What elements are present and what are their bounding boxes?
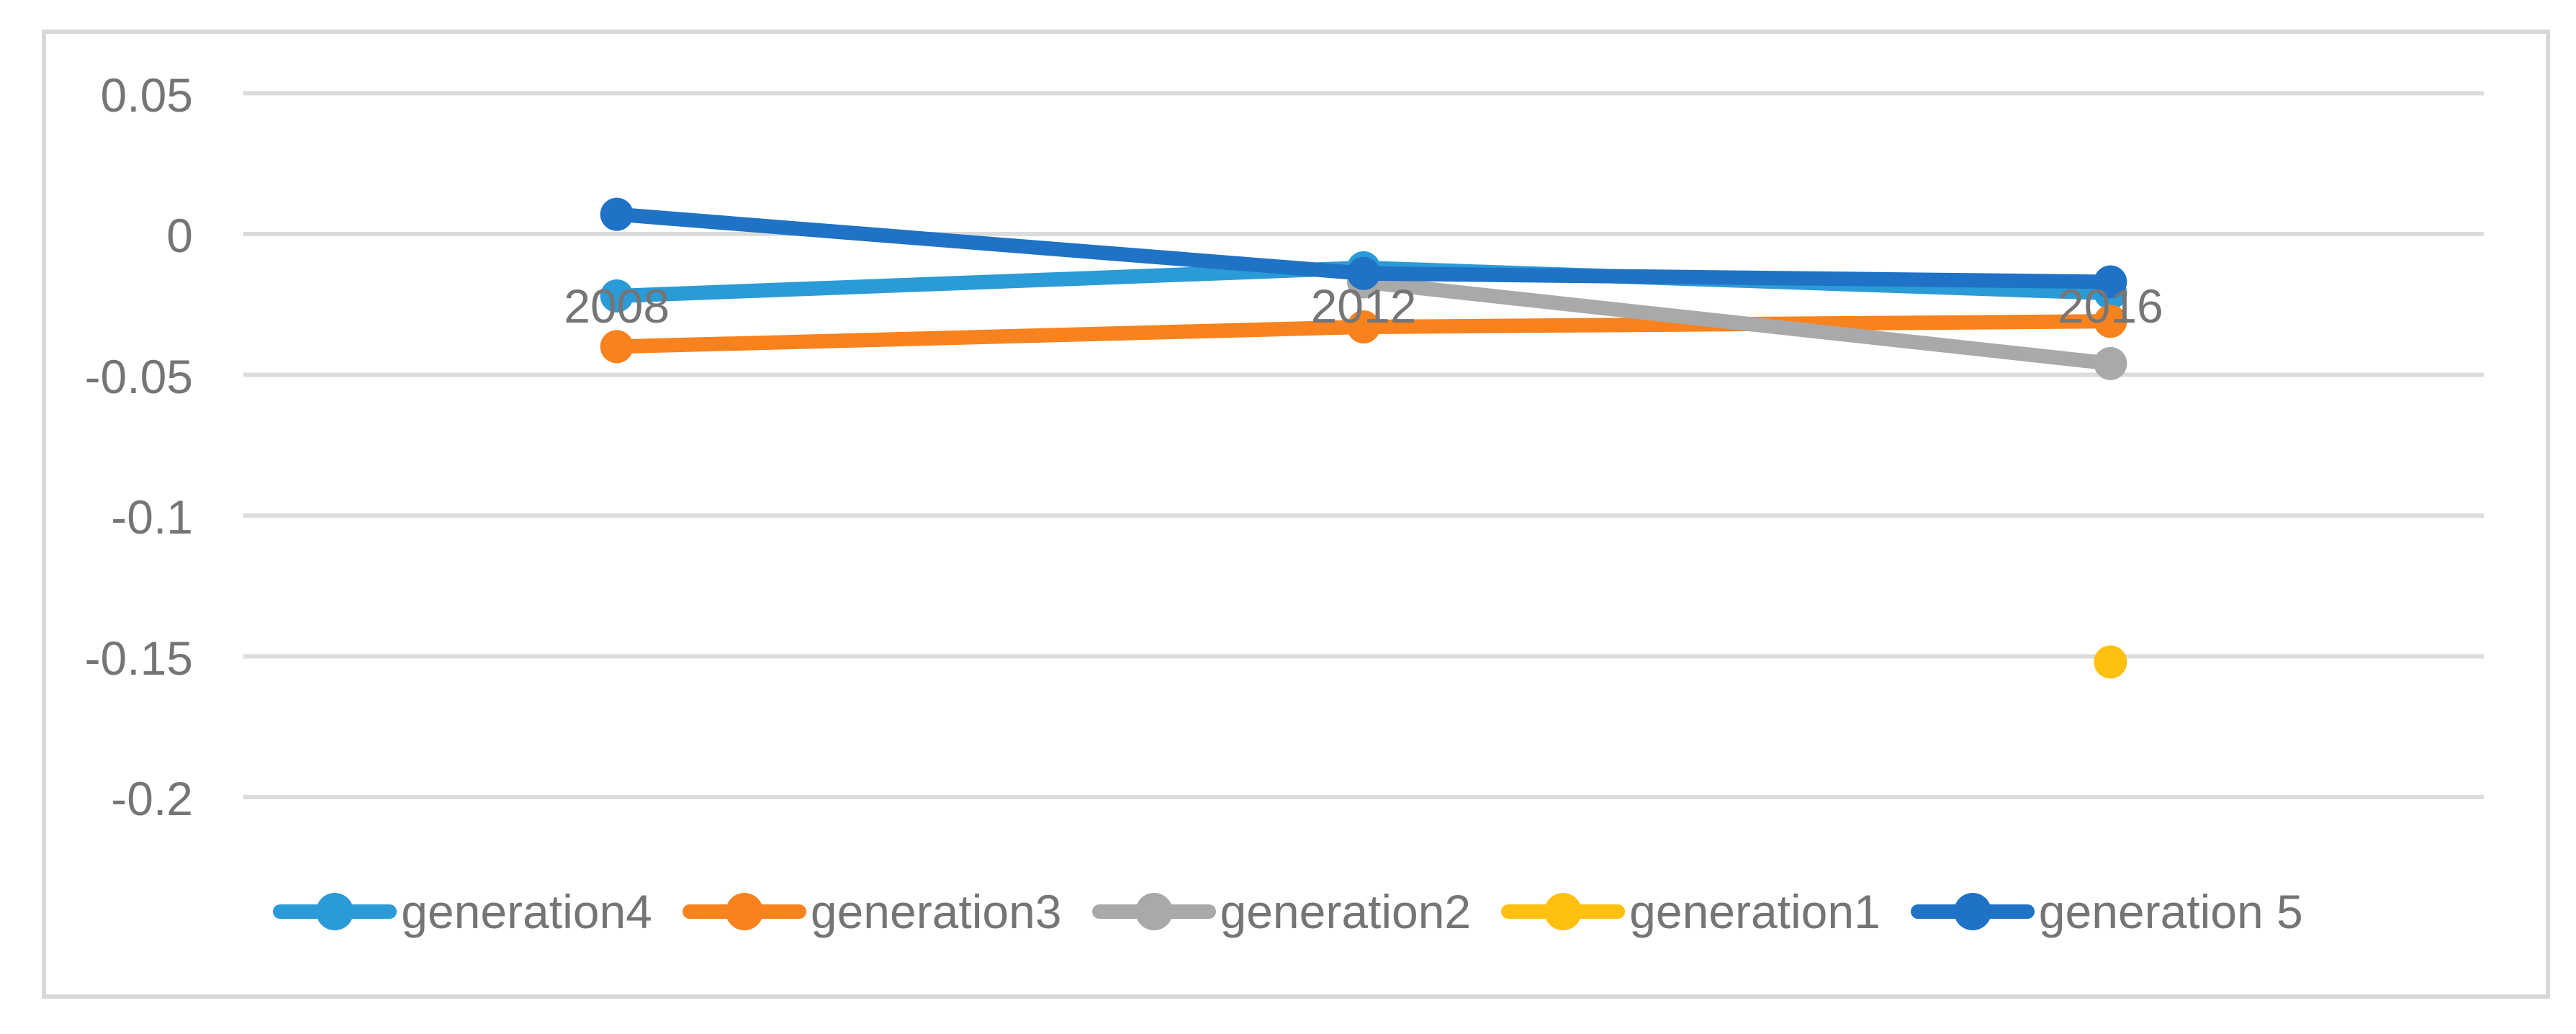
legend-key-shape [1544, 893, 1582, 930]
legend-key-shape [725, 893, 763, 930]
legend-key-icon [1091, 893, 1216, 930]
legend-label: generation2 [1220, 885, 1472, 938]
legend-key-shape [316, 893, 354, 930]
legend-key-icon [1910, 893, 2035, 930]
legend-label: generation4 [401, 885, 652, 938]
legend-item: generation1 [1501, 884, 1881, 939]
legend-label: generation1 [1629, 885, 1881, 938]
data-point-marker [600, 197, 634, 231]
legend-label: generation 5 [2038, 885, 2303, 938]
data-point-marker [2094, 305, 2127, 338]
legend-item: generation2 [1091, 884, 1472, 939]
data-point-marker [600, 330, 634, 364]
legend-item: generation3 [682, 884, 1062, 939]
data-point-marker [1347, 310, 1380, 344]
data-point-marker [2094, 346, 2127, 380]
chart-legend: generation4 generation3 generation2 gene… [0, 884, 2576, 939]
data-point-marker [2094, 265, 2127, 299]
legend-key-icon [273, 893, 397, 930]
series-line [1356, 274, 2118, 371]
legend-item: generation4 [273, 884, 652, 939]
legend-key-shape [1953, 893, 1991, 930]
legend-key-icon [1501, 893, 1626, 930]
data-point-marker [600, 279, 634, 313]
legend-key-shape [1135, 893, 1173, 930]
legend-label: generation3 [810, 885, 1062, 938]
legend-key-icon [682, 893, 806, 930]
data-point-marker [2094, 645, 2127, 679]
legend-item: generation 5 [1910, 884, 2303, 939]
data-point-marker [1347, 256, 1380, 290]
